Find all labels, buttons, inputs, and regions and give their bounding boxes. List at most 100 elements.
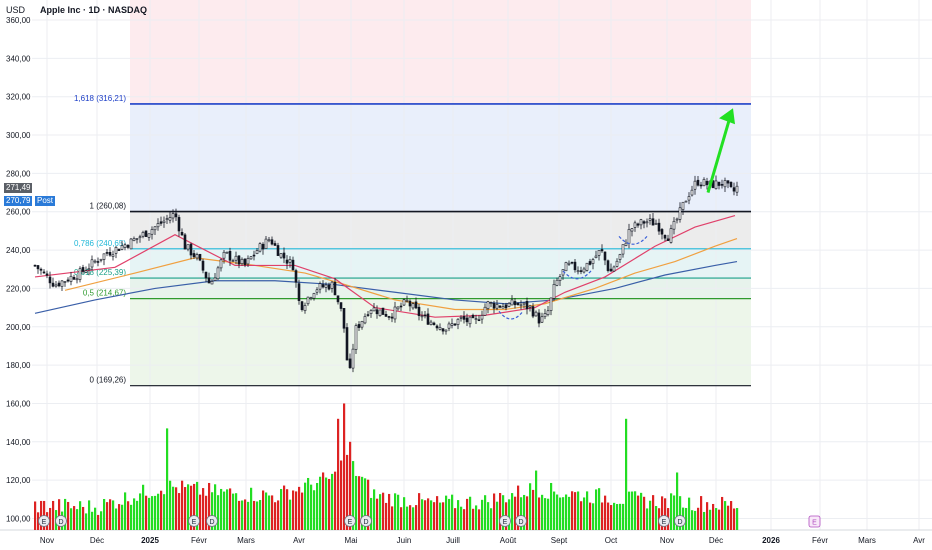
candle-body (237, 255, 241, 265)
candle-body (513, 301, 517, 306)
volume-bar (139, 493, 142, 530)
volume-bar (538, 497, 541, 530)
candle-body (450, 323, 454, 326)
candle-body (525, 301, 529, 310)
candle-body (654, 223, 658, 225)
volume-bar (385, 502, 388, 530)
symbol-title[interactable]: Apple Inc · 1D · NASDAQ (40, 5, 148, 15)
y-tick-label: 180,00 (6, 361, 31, 370)
volume-bar (343, 403, 346, 530)
event-marker-label: E (42, 519, 47, 526)
y-tick-label: 240,00 (6, 246, 31, 255)
volume-bar (109, 499, 112, 530)
candle-body (552, 284, 556, 299)
candle-body (516, 302, 520, 306)
candle-body (225, 251, 229, 254)
candle-body (438, 327, 442, 330)
volume-bar (547, 498, 550, 530)
candle-body (672, 220, 676, 230)
event-marker (38, 515, 50, 527)
x-tick-label: Oct (605, 536, 618, 545)
candle-body (591, 259, 595, 264)
volume-bar (601, 502, 604, 530)
candle-body (234, 255, 238, 261)
volume-bar (424, 500, 427, 530)
event-marker-label: D (58, 519, 63, 526)
candle-body (582, 268, 586, 273)
event-marker-label: E (348, 519, 353, 526)
candle-body (192, 253, 196, 258)
candle-body (336, 295, 340, 303)
candle-body (498, 305, 502, 308)
x-tick-label: Juill (446, 536, 460, 545)
candle-body (288, 259, 292, 263)
volume-bar (133, 498, 136, 530)
volume-bar (556, 494, 559, 530)
event-marker-label: D (209, 519, 214, 526)
volume-bar (595, 489, 598, 530)
candle-body (720, 184, 724, 186)
candle-body (669, 228, 673, 243)
event-marker (55, 515, 67, 527)
volume-bar (40, 500, 43, 530)
volume-bar (727, 505, 730, 530)
candle-body (276, 245, 280, 256)
x-tick-label: Nov (660, 536, 674, 545)
candle-body (171, 213, 175, 219)
volume-bar (598, 488, 601, 530)
volume-bar (382, 492, 385, 530)
candle-body (369, 310, 373, 314)
volume-bar (325, 477, 328, 530)
candle-body (687, 196, 691, 201)
volume-bar (175, 487, 178, 530)
candle-body (666, 238, 670, 241)
volume-bar (649, 500, 652, 530)
y-tick-label: 220,00 (6, 284, 31, 293)
volume-bar (310, 484, 313, 530)
volume-bar (193, 483, 196, 530)
candle-body (309, 297, 313, 299)
y-tick-label: 160,00 (6, 399, 31, 408)
volume-bar (277, 500, 280, 530)
volume-bar (340, 460, 343, 530)
volume-bar (121, 504, 124, 530)
candle-body (636, 223, 640, 226)
volume-bar (526, 496, 529, 530)
volume-bar (670, 493, 673, 530)
candle-body (690, 189, 694, 196)
candle-body (543, 313, 547, 318)
candle-body (426, 313, 430, 325)
volume-bar (34, 501, 37, 530)
future-earnings-label: E (812, 520, 817, 527)
candle-body (471, 314, 475, 319)
candle-body (492, 303, 496, 309)
candle-body (411, 303, 415, 309)
volume-bar (370, 497, 373, 530)
volume-bar (271, 495, 274, 530)
candle-body (60, 280, 64, 287)
event-marker (206, 515, 218, 527)
volume-bar (436, 496, 439, 530)
volume-bar (574, 492, 577, 530)
volume-bar (124, 492, 127, 530)
candle-body (36, 265, 40, 270)
volume-bar (172, 486, 175, 530)
volume-bar (394, 493, 397, 530)
volume-bar (88, 500, 91, 530)
volume-bar (259, 499, 262, 530)
volume-bar (205, 495, 208, 530)
candle-body (612, 266, 616, 272)
candle-body (324, 284, 328, 288)
candle-body (480, 315, 484, 320)
event-marker-label: D (518, 519, 523, 526)
volume-bar (64, 498, 67, 530)
candle-body (186, 244, 190, 250)
volume-bar (337, 418, 340, 530)
volume-bar (442, 502, 445, 530)
candle-body (315, 289, 319, 293)
volume-bar (457, 500, 460, 530)
volume-bar (202, 488, 205, 530)
candle-body (681, 201, 685, 210)
x-tick-label: Févr (191, 536, 207, 545)
